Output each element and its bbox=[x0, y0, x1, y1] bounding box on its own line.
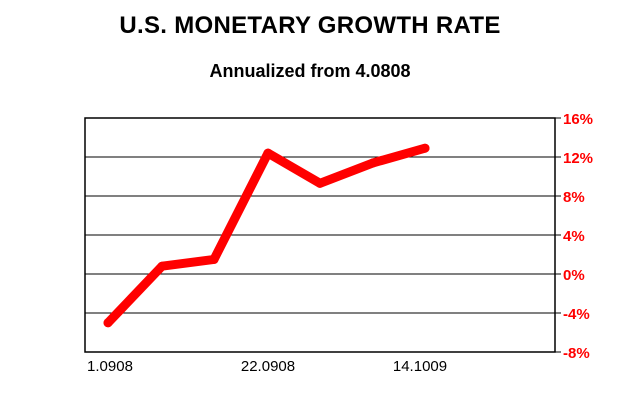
y-tick-label: 12% bbox=[563, 150, 593, 167]
y-tick-label: 8% bbox=[563, 189, 585, 206]
y-tick-label: -8% bbox=[563, 345, 590, 362]
chart-subtitle: Annualized from 4.0808 bbox=[209, 61, 411, 81]
data-point bbox=[315, 178, 325, 188]
chart-title: U.S. MONETARY GROWTH RATE bbox=[119, 12, 501, 39]
data-point bbox=[103, 318, 113, 328]
data-point bbox=[209, 254, 219, 264]
data-point bbox=[263, 148, 273, 158]
y-tick-label: 4% bbox=[563, 228, 585, 245]
data-point bbox=[157, 261, 167, 271]
y-tick-label: 16% bbox=[563, 111, 593, 128]
x-tick-label: 22.0908 bbox=[241, 358, 295, 375]
y-tick-label: 0% bbox=[563, 267, 585, 284]
data-point bbox=[368, 158, 378, 168]
data-point bbox=[420, 143, 430, 153]
x-tick-label: 1.0908 bbox=[87, 358, 133, 375]
y-tick-label: -4% bbox=[563, 306, 590, 323]
x-tick-label: 14.1009 bbox=[393, 358, 447, 375]
